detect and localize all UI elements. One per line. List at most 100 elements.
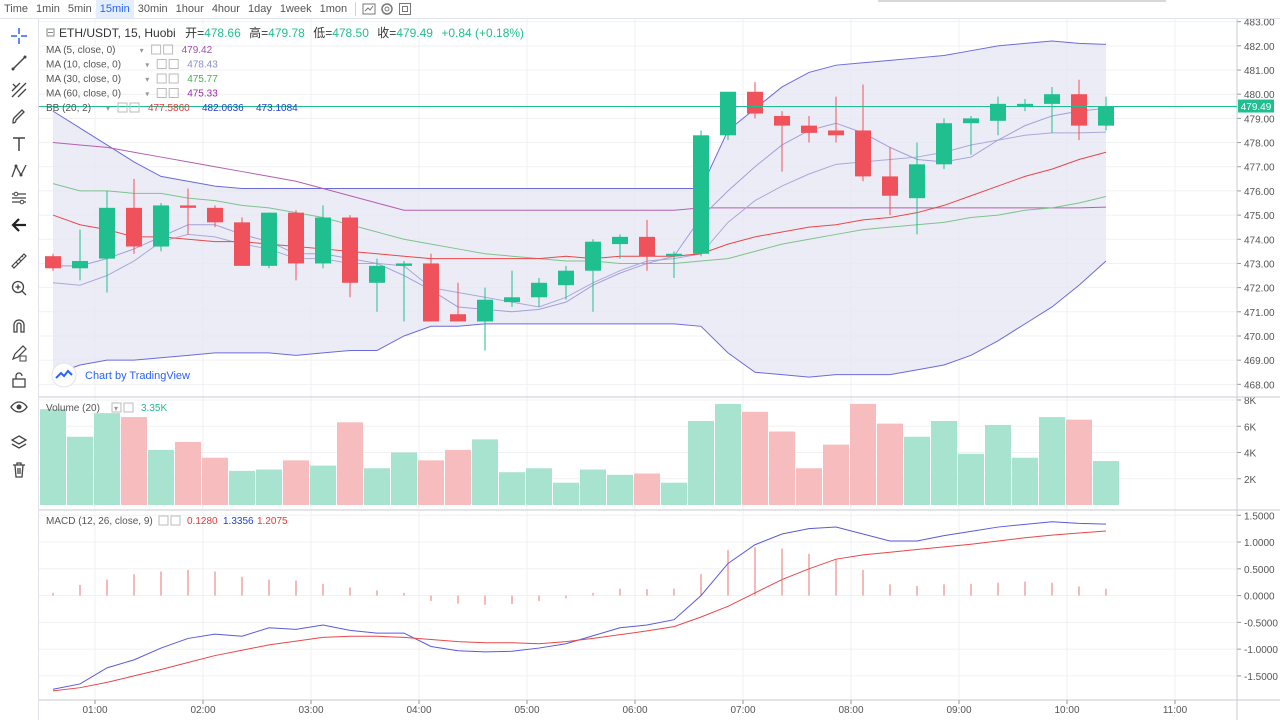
candle-body <box>504 297 520 303</box>
candle-body <box>369 265 385 283</box>
pattern-icon[interactable] <box>8 160 30 182</box>
back-arrow-icon[interactable] <box>8 214 30 236</box>
drawing-toolbar <box>0 19 39 720</box>
volume-bar <box>769 431 795 505</box>
volume-bar <box>823 444 849 505</box>
fullscreen-icon[interactable] <box>396 1 414 17</box>
volume-bar <box>418 460 444 505</box>
eye-icon[interactable] <box>8 396 30 418</box>
ruler-icon[interactable] <box>8 250 30 272</box>
volume-bar <box>67 436 93 505</box>
timeframe-1min[interactable]: 1min <box>36 3 60 15</box>
volume-bar <box>715 403 741 505</box>
volume-bar <box>121 417 147 505</box>
time-tick-label: 10:00 <box>1054 705 1079 716</box>
zoom-in-icon[interactable] <box>8 277 30 299</box>
close-icon[interactable] <box>129 102 140 113</box>
candle-body <box>423 263 439 322</box>
visibility-icon[interactable] <box>117 102 128 113</box>
open-value: 478.66 <box>204 26 241 40</box>
collapse-icon[interactable] <box>46 28 55 37</box>
prediction-icon[interactable] <box>8 187 30 209</box>
volume-bar <box>985 424 1011 505</box>
price-tick-label: 479.00 <box>1244 114 1275 125</box>
candle-body <box>396 263 412 266</box>
candle-body <box>720 91 736 136</box>
visibility-icon[interactable] <box>151 44 162 55</box>
timeframe-1mon[interactable]: 1mon <box>319 3 348 15</box>
time-tick-label: 04:00 <box>406 705 431 716</box>
visibility-icon[interactable] <box>158 515 169 526</box>
price-tick-label: 468.00 <box>1244 380 1275 391</box>
volume-tick-label: 6K <box>1244 422 1257 433</box>
time-tick-label: 08:00 <box>838 705 863 716</box>
candle-body <box>234 222 250 266</box>
lock-pencil-icon[interactable] <box>8 342 30 364</box>
timeframe-4hour[interactable]: 4hour <box>211 3 240 15</box>
layers-icon[interactable] <box>8 432 30 454</box>
timeframe-1day[interactable]: 1day <box>247 3 272 15</box>
tradingview-watermark[interactable]: Chart by TradingView <box>51 362 190 388</box>
candle-body <box>1044 94 1060 104</box>
candle-type-icon[interactable] <box>360 1 378 17</box>
price-tick-label: 469.00 <box>1244 356 1275 367</box>
close-icon[interactable] <box>163 44 174 55</box>
text-icon[interactable] <box>8 133 30 155</box>
volume-bar <box>499 472 525 505</box>
time-tick-label: 01:00 <box>82 705 107 716</box>
visibility-icon[interactable] <box>156 73 167 84</box>
close-icon[interactable] <box>123 402 134 413</box>
visibility-icon[interactable] <box>156 59 167 69</box>
close-icon[interactable] <box>170 515 181 526</box>
timeframe-Time[interactable]: Time <box>4 3 29 15</box>
candle-body <box>126 207 142 247</box>
macd-signal-line <box>52 530 1107 692</box>
price-tick-label: 473.00 <box>1244 259 1275 270</box>
crosshair-icon[interactable] <box>8 25 30 47</box>
indicator-value: 475.77 <box>187 74 218 85</box>
timeframe-1hour[interactable]: 1hour <box>175 3 204 15</box>
timeframe-15min[interactable]: 15min <box>95 0 134 18</box>
price-tick-label: 476.00 <box>1244 187 1275 198</box>
time-tick-label: 07:00 <box>730 705 755 716</box>
time-tick-label: 03:00 <box>298 705 323 716</box>
candle-body <box>774 115 790 126</box>
candle-body <box>288 212 304 264</box>
symbol-legend: ETH/USDT, 15, Huobi 开=478.66 高=479.78 低=… <box>46 25 524 40</box>
trash-icon[interactable] <box>8 459 30 481</box>
macd-histogram-value: 0.1280 <box>187 516 218 527</box>
close-icon[interactable] <box>168 88 179 98</box>
candle-body <box>990 103 1006 121</box>
last-price-label: 479.49 <box>1241 102 1272 113</box>
close-icon[interactable] <box>168 73 179 84</box>
candle-body <box>1071 94 1087 126</box>
volume-bar <box>526 468 552 505</box>
indicator-value: 475.33 <box>187 89 218 100</box>
visibility-icon[interactable] <box>156 88 167 98</box>
candle-body <box>936 123 952 165</box>
macd-pane <box>52 521 1107 692</box>
indicator-label: MA (10, close, 0) <box>46 60 121 71</box>
pitchfork-icon[interactable] <box>8 79 30 101</box>
magnet-icon[interactable] <box>8 315 30 337</box>
trading-chart[interactable]: 483.00 482.00 481.00 480.00 479.00 478.00 477.… <box>39 19 1280 720</box>
timeframe-1week[interactable]: 1week <box>279 3 312 15</box>
candle-body <box>585 241 601 271</box>
indicator-label: MA (60, close, 0) <box>46 89 121 100</box>
floating-panel-edge <box>878 0 1166 2</box>
candle-body <box>801 125 817 133</box>
timeframe-30min[interactable]: 30min <box>137 3 168 15</box>
timeframe-5min[interactable]: 5min <box>67 3 92 15</box>
unlock-icon[interactable] <box>8 369 30 391</box>
volume-bar <box>580 469 606 505</box>
price-tick-label: 481.00 <box>1244 66 1275 77</box>
volume-bar <box>553 482 579 505</box>
candle-body <box>99 207 115 259</box>
trend-line-icon[interactable] <box>8 52 30 74</box>
visibility-icon[interactable] <box>111 402 122 413</box>
volume-bar <box>688 421 714 505</box>
chevron-down-icon: ▾ <box>145 90 149 99</box>
brush-icon[interactable] <box>8 106 30 128</box>
close-icon[interactable] <box>168 59 179 69</box>
settings-icon[interactable] <box>378 1 396 17</box>
